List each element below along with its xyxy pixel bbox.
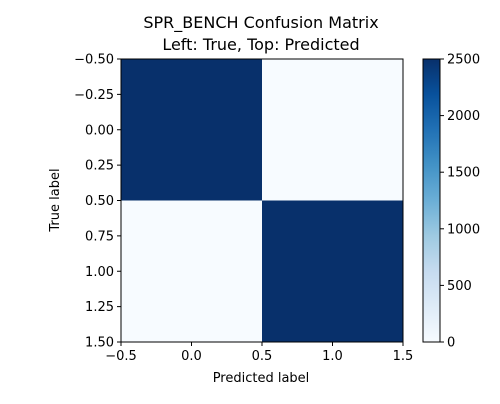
y-axis-label: True label (48, 168, 63, 232)
x-axis-label: Predicted label (213, 371, 310, 386)
y-axis-ticks: −0.50 −0.25 0.00 0.25 0.50 0.75 1.00 1.25 1.50 (74, 53, 121, 351)
heatmap-cell-0-0 (121, 59, 262, 201)
colorbar-tick-label: 1000 (447, 222, 480, 237)
y-tick-label: −0.25 (74, 88, 114, 103)
colorbar-frame (422, 58, 441, 343)
colorbar (423, 59, 440, 342)
x-axis-ticks: −0.5 0.0 0.5 1.0 1.5 (105, 342, 413, 364)
x-tick-label: 1.0 (322, 349, 343, 364)
heatmap-cell-0-1 (262, 59, 403, 201)
x-tick-label: −0.5 (105, 349, 137, 364)
colorbar-ticks: 0 500 1000 1500 2000 2500 (440, 53, 480, 351)
x-tick-label: 0.5 (252, 349, 273, 364)
y-tick-label: 0.25 (85, 159, 114, 174)
chart-title: SPR_BENCH Confusion Matrix (143, 13, 378, 33)
colorbar-tick-label: 500 (447, 279, 472, 294)
y-tick-label: 0.50 (85, 194, 114, 209)
x-tick-label: 0.0 (181, 349, 202, 364)
y-tick-label: 1.00 (85, 265, 114, 280)
chart-subtitle: Left: True, Top: Predicted (162, 35, 359, 54)
y-tick-label: 0.00 (85, 123, 114, 138)
colorbar-tick-label: 1500 (447, 166, 480, 181)
colorbar-tick-label: 0 (447, 336, 455, 351)
y-tick-label: 1.25 (85, 300, 114, 315)
colorbar-tick-label: 2000 (447, 109, 480, 124)
heatmap-cell-1-0 (121, 200, 262, 342)
colorbar-tick-label: 2500 (447, 53, 480, 68)
y-tick-label: 0.75 (85, 229, 114, 244)
y-tick-label: 1.50 (85, 336, 114, 351)
x-tick-label: 1.5 (393, 349, 414, 364)
y-tick-label: −0.50 (74, 53, 114, 68)
heatmap-cell-1-1 (262, 200, 403, 342)
heatmap-cells (121, 59, 403, 342)
